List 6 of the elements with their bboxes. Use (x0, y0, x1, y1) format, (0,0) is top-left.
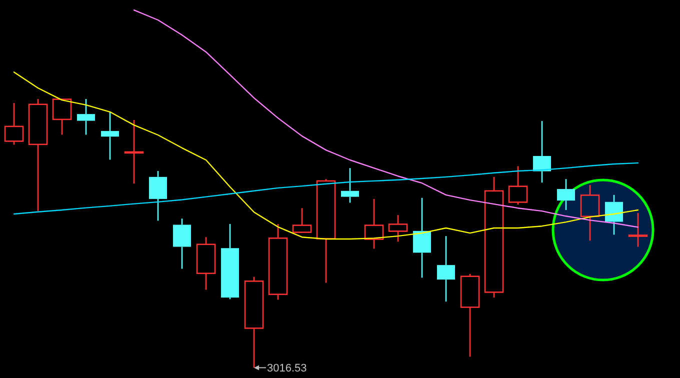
annotation: 3016.53 (267, 362, 307, 375)
candlestick (628, 212, 648, 248)
candlestick (580, 184, 600, 242)
candlestick (364, 198, 384, 250)
candlestick (124, 119, 144, 184)
candlestick (388, 214, 408, 242)
